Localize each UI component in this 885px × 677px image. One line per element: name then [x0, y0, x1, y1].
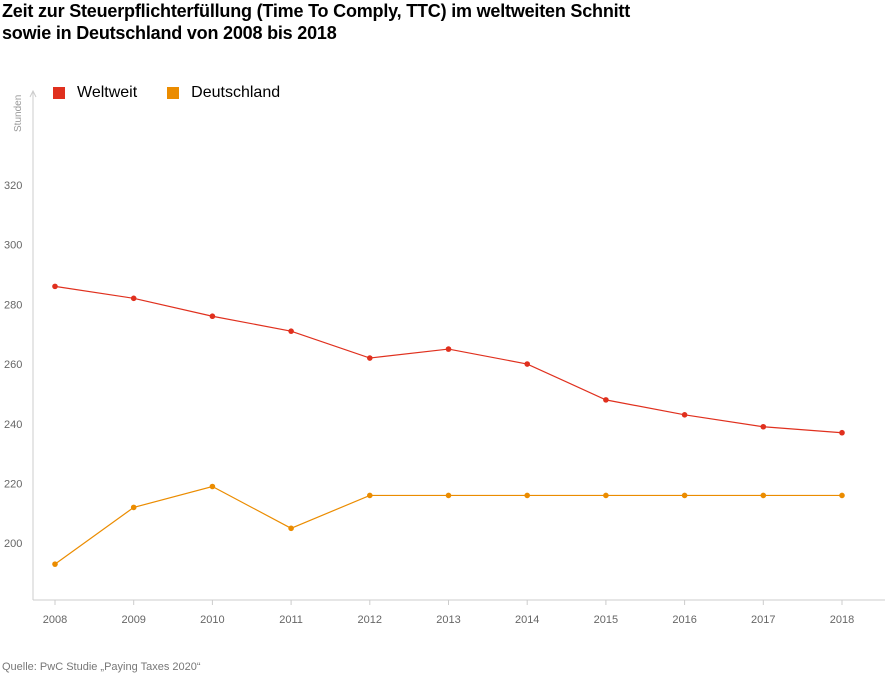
data-point-weltweit[interactable] [52, 283, 58, 290]
legend-item-deutschland[interactable]: Deutschland [167, 84, 280, 102]
y-axis-arrow [29, 89, 37, 98]
legend-label-weltweit: Weltweit [77, 84, 138, 101]
legend-swatch-deutschland [167, 87, 180, 99]
data-point-deutschland[interactable] [839, 492, 845, 499]
legend-item-weltweit[interactable]: Weltweit [53, 84, 137, 102]
y-tick-label: 280 [4, 299, 22, 311]
data-point-weltweit[interactable] [524, 361, 530, 367]
x-tick-label: 2017 [751, 614, 775, 626]
data-point-deutschland[interactable] [288, 525, 294, 532]
y-axis-label: Stunden [13, 95, 24, 132]
data-point-deutschland[interactable] [209, 483, 216, 490]
data-point-weltweit[interactable] [445, 346, 452, 352]
x-tick-label: 2018 [830, 614, 854, 626]
data-point-deutschland[interactable] [130, 504, 137, 511]
x-tick-label: 2015 [594, 614, 618, 626]
x-tick-label: 2016 [672, 614, 696, 626]
data-point-weltweit[interactable] [288, 328, 294, 334]
legend-label-deutschland: Deutschland [191, 84, 281, 101]
chart-axes: Stunden [13, 89, 885, 601]
x-tick-label: 2011 [279, 614, 303, 626]
data-point-weltweit[interactable] [839, 429, 845, 436]
data-point-weltweit[interactable] [367, 355, 373, 361]
data-point-weltweit[interactable] [603, 397, 609, 403]
source-note: Quelle: PwC Studie „Paying Taxes 2020“ [2, 661, 201, 673]
series-line-weltweit [54, 285, 843, 434]
chart-ticks: 200 220 240 260 280 300 320 2008 2009 2010 2011 201… [4, 180, 854, 626]
data-point-deutschland[interactable] [760, 492, 767, 499]
data-point-weltweit[interactable] [209, 313, 216, 320]
x-tick-label: 2009 [121, 614, 145, 626]
data-point-deutschland[interactable] [445, 492, 452, 499]
x-tick-label: 2008 [43, 614, 67, 626]
data-point-deutschland[interactable] [681, 492, 688, 499]
x-tick-label: 2013 [436, 614, 460, 626]
y-tick-label: 260 [4, 359, 22, 371]
y-tick-label: 220 [4, 479, 22, 491]
y-tick-label: 240 [4, 419, 22, 431]
data-point-weltweit[interactable] [760, 423, 767, 430]
chart-series [52, 283, 845, 567]
data-point-deutschland[interactable] [52, 561, 58, 567]
x-tick-label: 2010 [200, 614, 224, 626]
x-tick-label: 2014 [515, 614, 539, 626]
chart-title: Zeit zur Steuerpflichterfüllung (Time To… [2, 0, 862, 44]
legend: Weltweit Deutschland [53, 83, 310, 103]
data-point-weltweit[interactable] [130, 295, 137, 302]
y-tick-label: 300 [4, 240, 22, 252]
legend-swatch-weltweit [53, 87, 65, 99]
data-point-deutschland[interactable] [603, 492, 609, 499]
x-tick-label: 2012 [358, 614, 382, 626]
chart-title-line-1: Zeit zur Steuerpflichterfüllung (Time To… [2, 1, 631, 21]
data-point-deutschland[interactable] [524, 492, 530, 499]
y-tick-label: 320 [4, 180, 22, 192]
data-point-weltweit[interactable] [681, 412, 688, 418]
y-tick-label: 200 [4, 538, 22, 550]
chart-title-line-2: sowie in Deutschland von 2008 bis 2018 [2, 23, 337, 43]
data-point-deutschland[interactable] [367, 492, 373, 499]
